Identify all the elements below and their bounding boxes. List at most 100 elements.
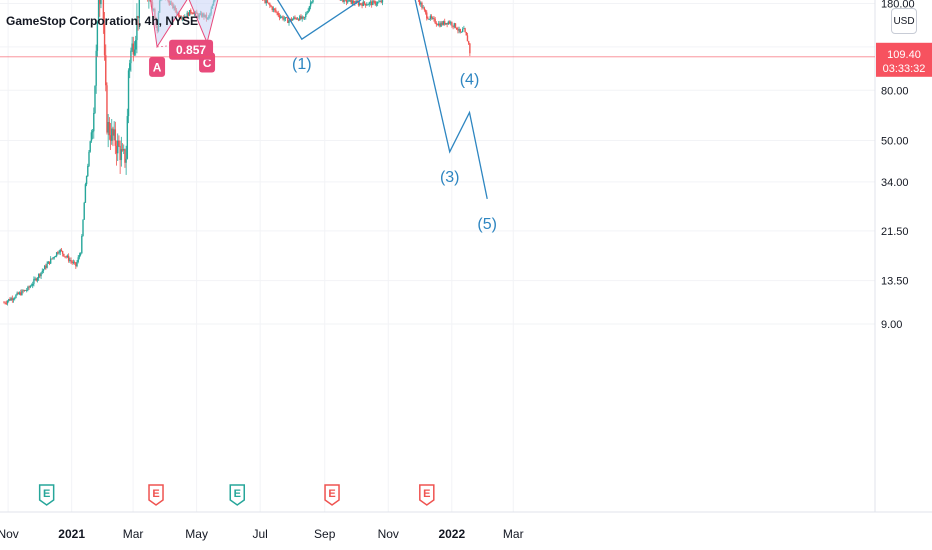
candle-body — [309, 2, 312, 7]
candle-body — [71, 261, 73, 263]
candle-body — [106, 85, 108, 133]
candle-body — [21, 290, 23, 296]
candle-body — [94, 85, 96, 114]
earnings-letter: E — [43, 488, 50, 500]
candle-body — [87, 165, 89, 177]
candle-body — [102, 0, 105, 25]
candle-body — [430, 16, 433, 19]
wave-label: (5) — [477, 216, 497, 233]
candle-body — [465, 32, 467, 36]
price-tick-label: 21.50 — [881, 226, 909, 238]
candle-body — [29, 286, 32, 288]
candle-body — [48, 261, 51, 264]
candle-body — [53, 257, 55, 258]
earnings-marker[interactable]: E — [324, 484, 340, 506]
candle-body — [350, 0, 352, 4]
candle-body — [272, 8, 275, 11]
currency-button[interactable]: USD — [891, 8, 917, 34]
candle-body — [83, 202, 85, 220]
price-tick-label: 13.50 — [881, 276, 909, 288]
candle-body — [27, 286, 29, 290]
candle-body — [302, 16, 305, 18]
time-tick-label: Mar — [123, 527, 144, 541]
candle-body — [275, 9, 277, 12]
candle-body — [192, 13, 194, 15]
candle-body — [51, 258, 53, 260]
chart-grid — [0, 0, 875, 512]
candle-body — [184, 16, 186, 18]
time-tick-label: Nov — [378, 527, 399, 541]
tag-text: 0.857 — [176, 43, 206, 57]
candle-body — [420, 2, 422, 5]
candle-body — [59, 249, 61, 253]
tag-background — [169, 39, 214, 60]
candle-body — [277, 12, 279, 16]
candle-body — [17, 292, 20, 295]
candle-body — [469, 43, 471, 54]
candle-body — [421, 2, 423, 8]
wave-label: (1) — [292, 56, 312, 73]
candle-body — [291, 19, 294, 21]
candle-body — [305, 13, 307, 17]
candle-body — [300, 16, 302, 19]
earnings-marker[interactable]: E — [229, 484, 246, 506]
candle-body — [90, 132, 93, 142]
time-tick-label: Nov — [0, 527, 19, 541]
candle-body — [132, 43, 135, 55]
candle-body — [131, 43, 133, 51]
candle-body — [40, 272, 42, 277]
earnings-marker[interactable]: E — [148, 484, 164, 506]
candle-body — [125, 158, 127, 163]
candle-body — [432, 18, 434, 19]
earnings-marker[interactable]: E — [38, 484, 55, 506]
candle-body — [20, 292, 22, 296]
candle-body — [76, 261, 78, 267]
candle-body — [181, 17, 184, 19]
candle-body — [77, 257, 79, 262]
candle-body — [464, 28, 466, 33]
candle-body — [180, 18, 182, 19]
candle-body — [88, 151, 90, 166]
candle-body — [427, 18, 429, 20]
price-axis[interactable]: 700.00400.00280.00180.00120.0080.0050.00… — [874, 0, 915, 512]
candle-body — [191, 12, 193, 14]
candle-body — [434, 18, 436, 24]
candle-body — [278, 15, 281, 18]
tag-text: C — [203, 56, 212, 70]
candle-body — [351, 0, 354, 4]
candle-body — [301, 16, 303, 19]
candle-body — [374, 1, 376, 5]
candle-body — [39, 274, 41, 277]
candle-body — [42, 269, 45, 271]
candle-body — [49, 258, 52, 264]
candle-body — [82, 219, 84, 236]
time-tick-label: 2022 — [438, 527, 465, 541]
last-price-value: 109.40 — [887, 49, 921, 61]
candle-body — [450, 22, 452, 24]
last-price-box — [876, 42, 932, 77]
candle-body — [368, 2, 370, 5]
candle-body — [370, 1, 373, 6]
earnings-marker[interactable]: E — [419, 484, 435, 506]
candle-body — [448, 21, 451, 24]
candle-body — [454, 23, 457, 28]
candle-body — [5, 303, 8, 304]
candle-body — [63, 253, 65, 257]
candle-body — [3, 302, 5, 304]
time-axis[interactable]: Nov 2021 Mar May Jul Sep Nov 2022 Mar — [0, 511, 932, 541]
candle-body — [136, 15, 138, 41]
candle-body — [439, 23, 441, 27]
candle-body — [138, 0, 141, 19]
candle-body — [115, 145, 118, 154]
candle-body — [466, 35, 469, 42]
candle-body — [294, 17, 296, 19]
last-price-countdown: 03:33:32 — [883, 63, 926, 75]
candle-body — [6, 300, 9, 304]
time-tick-label: 2021 — [58, 527, 85, 541]
candle-body — [364, 3, 367, 6]
candle-body — [285, 17, 288, 18]
time-tick-label: Sep — [314, 527, 336, 541]
candle-body — [306, 12, 308, 14]
